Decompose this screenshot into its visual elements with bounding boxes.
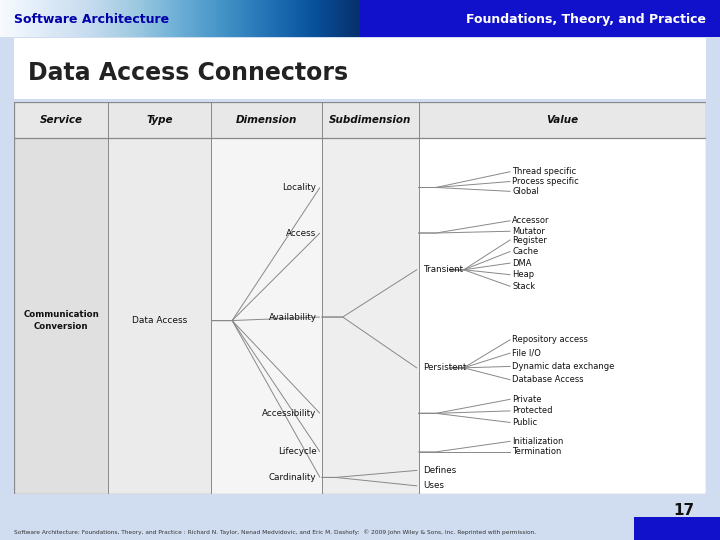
Text: Process specific: Process specific [512, 177, 579, 186]
Text: Register: Register [512, 235, 547, 245]
Text: Data Access: Data Access [132, 316, 187, 325]
Text: Public: Public [512, 418, 537, 427]
Text: Protected: Protected [512, 407, 552, 415]
Text: Initialization: Initialization [512, 437, 564, 446]
Text: Software Architecture: Software Architecture [14, 12, 169, 25]
Text: Software Architecture: Foundations, Theory, and Practice : Richard N. Taylor, Ne: Software Architecture: Foundations, Theo… [14, 529, 536, 535]
Text: Locality: Locality [282, 183, 317, 192]
Text: 17: 17 [674, 503, 695, 518]
Text: Heap: Heap [512, 270, 534, 279]
Text: Access: Access [287, 228, 317, 238]
Text: Cardinality: Cardinality [269, 473, 317, 482]
Text: Transient: Transient [423, 265, 463, 274]
Text: Repository access: Repository access [512, 335, 588, 345]
Text: Value: Value [546, 115, 578, 125]
Bar [14, 102, 706, 138]
Text: Global: Global [512, 187, 539, 196]
Text: Persistent: Persistent [423, 363, 467, 372]
Text: Mutator: Mutator [512, 227, 545, 236]
Text: Private: Private [512, 395, 541, 404]
Text: Lifecycle: Lifecycle [278, 447, 317, 456]
Text: Uses: Uses [423, 481, 444, 490]
Text: Dimension: Dimension [236, 115, 297, 125]
Text: File I/O: File I/O [512, 349, 541, 357]
Text: Type: Type [146, 115, 173, 125]
Text: Service: Service [40, 115, 83, 125]
Bar [634, 517, 720, 540]
Bar [322, 138, 419, 494]
Text: Subdimension: Subdimension [329, 115, 412, 125]
Text: Accessibility: Accessibility [262, 409, 317, 418]
Bar [212, 138, 322, 494]
Text: Data Access Connectors: Data Access Connectors [28, 62, 348, 85]
Bar [108, 138, 212, 494]
Bar [14, 138, 108, 494]
Text: Database Access: Database Access [512, 375, 584, 384]
Text: Thread specific: Thread specific [512, 167, 576, 176]
Text: Defines: Defines [423, 466, 456, 475]
Text: Availability: Availability [269, 313, 317, 321]
Text: Stack: Stack [512, 282, 535, 291]
Text: Foundations, Theory, and Practice: Foundations, Theory, and Practice [466, 12, 706, 25]
Bar [419, 138, 706, 494]
Text: Cache: Cache [512, 247, 539, 256]
Text: Accessor: Accessor [512, 216, 549, 225]
Text: Communication
Conversion: Communication Conversion [23, 310, 99, 330]
Text: Termination: Termination [512, 447, 562, 456]
Text: DMA: DMA [512, 259, 531, 268]
Text: Dynamic data exchange: Dynamic data exchange [512, 362, 614, 371]
